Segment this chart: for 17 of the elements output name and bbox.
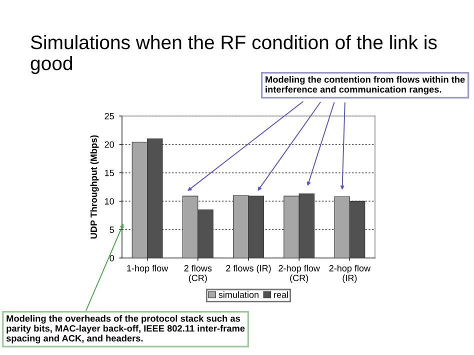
y-axis-title: UDP Throughput (Mbps) [90,135,99,239]
text: Modeling the contention from flows within the interference and communication ranges. [266,76,465,94]
y-tick-label: 5 [110,226,114,233]
y-tick-label: 10 [105,198,114,205]
x-tick-label: 2-hop flow (IR) [329,264,371,283]
x-tick-label: 1-hop flow [127,264,168,274]
legend-label: simulation [218,291,258,298]
y-tick-label: 0 [110,254,114,262]
legend-label: real [274,291,288,298]
x-tick-label: 2 flows (IR) [226,264,271,274]
y-tick-label: 15 [105,170,114,176]
chart-title: Simulations when the RF condition of the link is good [30,35,437,74]
text: Modeling the overheads of the protocol stack such as parity bits, MAC-layer back-off, IEEE 802.11 inter-frame spacing and ACK, and headers. [6,315,245,344]
y-tick-label: 20 [104,141,114,148]
x-tick-label: 2-hop flow (CR) [278,264,320,283]
x-tick-label: 2 flows (CR) [184,264,212,283]
y-tick-label: 25 [104,112,114,120]
